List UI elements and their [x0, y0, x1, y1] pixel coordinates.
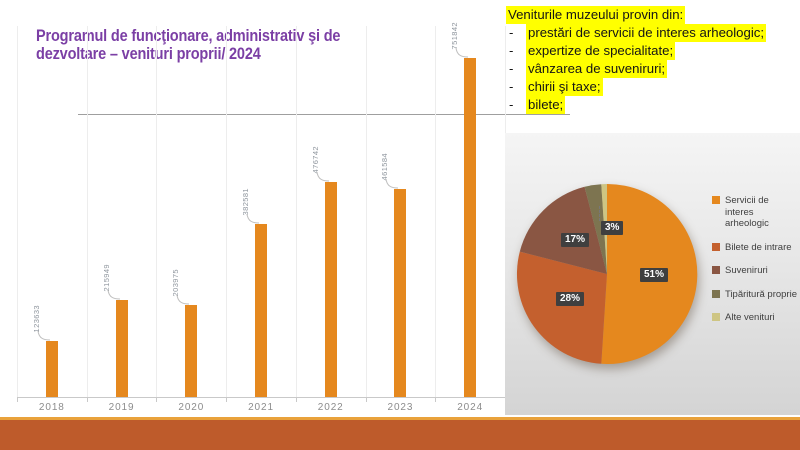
notes-list: - prestări de servicii de interes arheolo…	[506, 24, 798, 115]
axis-tick	[86, 397, 88, 402]
note-bullet: - vânzarea de suveniruri;	[506, 60, 798, 79]
bar-2018	[45, 341, 58, 397]
notes-heading: Veniturile muzeului provin din:	[506, 6, 686, 25]
x-axis-label: 2021	[248, 402, 274, 413]
pie-slice	[516, 251, 607, 364]
bullet-text: vânzarea de suveniruri;	[526, 60, 668, 79]
label-leader-line	[455, 48, 469, 58]
bar-2021	[255, 224, 267, 397]
divider-line	[78, 114, 570, 115]
notes-heading-row: Veniturile muzeului provin din:	[506, 6, 798, 25]
bullet-dash: -	[509, 79, 514, 95]
pie-percent-label: 17%	[561, 233, 590, 247]
footer-accent-line	[0, 417, 800, 420]
bullet-text: expertize de specialitate;	[526, 42, 676, 61]
label-leader-line	[385, 179, 399, 189]
gridline	[156, 26, 158, 397]
bar-2020	[185, 305, 198, 397]
x-axis-label: 2024	[457, 402, 484, 413]
gridline	[365, 26, 367, 397]
bullet-text: bilete;	[526, 96, 566, 115]
bar-value-label: 203975	[171, 268, 181, 296]
label-leader-line	[316, 172, 329, 182]
legend-swatch	[712, 289, 720, 298]
x-axis-label: 2018	[38, 402, 65, 413]
pie-legend: Servicii de interes arheologic Bilete de …	[712, 195, 799, 324]
x-axis-label: 2022	[317, 402, 344, 413]
legend-label: Bilete de intrare	[725, 241, 792, 253]
axis-tick	[17, 397, 18, 402]
bar-value-label: 123633	[31, 304, 41, 332]
bar-2024	[464, 58, 477, 397]
x-axis-line	[17, 397, 506, 398]
legend-item: Servicii de interes arheologic	[712, 195, 799, 230]
bar-2022	[324, 182, 337, 397]
legend-label: Suveniruri	[725, 265, 768, 277]
axis-tick	[365, 397, 367, 402]
note-bullet: - bilete;	[506, 96, 798, 115]
bar-value-label: 476742	[310, 145, 320, 173]
bar-value-label: 751842	[450, 21, 460, 49]
bullet-text: prestări de servicii de interes arheolog…	[526, 24, 767, 43]
bar-value-label: 461584	[380, 152, 390, 180]
note-bullet: - chirii şi taxe;	[506, 78, 798, 97]
legend-item: Alte venituri	[712, 312, 799, 324]
bar-value-label: 382581	[241, 187, 250, 215]
pie-percent-label: 51%	[640, 268, 669, 282]
bullet-dash: -	[509, 43, 514, 59]
label-leader-line	[246, 214, 260, 224]
legend-label: Tipăritură proprie	[725, 288, 797, 300]
bar-2019	[115, 300, 128, 397]
footer-bar	[0, 420, 800, 450]
pie-slice	[519, 186, 607, 274]
gridline	[435, 26, 437, 397]
bullet-dash: -	[509, 97, 514, 113]
label-leader-line	[176, 295, 190, 305]
legend-label: Alte venituri	[725, 312, 775, 324]
bullet-dash: -	[509, 25, 514, 41]
axis-tick	[435, 397, 437, 402]
pie-percent-label: 3%	[601, 221, 624, 235]
label-leader-line	[107, 290, 120, 300]
x-axis-label: 2023	[387, 402, 414, 413]
note-bullet: - prestări de servicii de interes arheolo…	[506, 24, 798, 43]
axis-tick	[295, 397, 297, 402]
slide-title: Programul de funcţionare, administrativ …	[36, 27, 341, 64]
axis-tick	[156, 397, 158, 402]
bullet-dash: -	[509, 61, 514, 77]
bar-2023	[394, 189, 407, 397]
gridline	[17, 26, 18, 397]
note-bullet: - expertize de specialitate;	[506, 42, 798, 61]
legend-swatch	[712, 313, 720, 322]
notes-box: Veniturile muzeului provin din: - prestăr…	[506, 6, 798, 115]
legend-swatch	[712, 242, 720, 251]
gridline	[86, 26, 88, 397]
gridline	[295, 26, 297, 397]
callout-leader-line	[599, 206, 601, 221]
label-leader-line	[37, 331, 50, 341]
x-axis-label: 2019	[108, 402, 135, 413]
x-axis-label: 2020	[178, 402, 205, 413]
axis-tick	[226, 397, 228, 402]
pie-percent-label: 28%	[556, 292, 585, 306]
legend-item: Tipăritură proprie	[712, 289, 799, 301]
legend-item: Suveniruri	[712, 265, 799, 277]
pie-panel: 51% 28% 17% 3% Servicii de interes arheolog…	[505, 133, 800, 415]
legend-swatch	[712, 196, 720, 204]
pie-slice	[584, 184, 607, 274]
bar-value-label: 215949	[101, 263, 111, 291]
gridline	[226, 26, 228, 397]
legend-label: Servicii de interes arheologic	[725, 195, 769, 230]
legend-item: Bilete de intrare	[712, 242, 799, 254]
bullet-text: chirii şi taxe;	[526, 78, 603, 97]
legend-swatch	[712, 266, 720, 275]
